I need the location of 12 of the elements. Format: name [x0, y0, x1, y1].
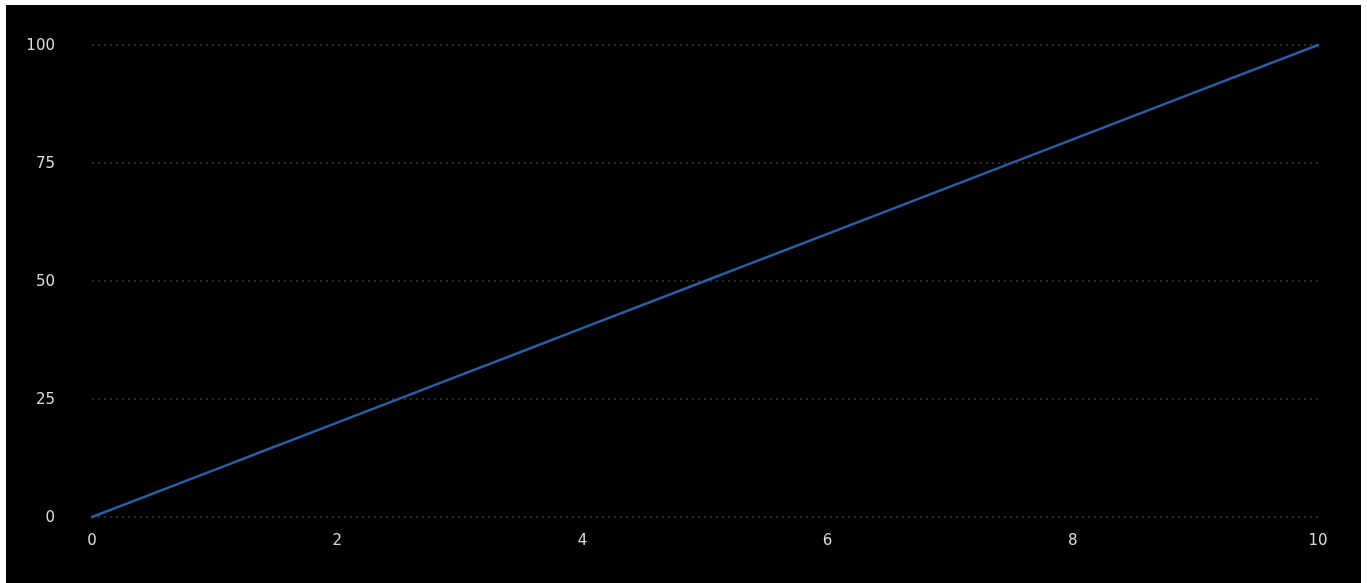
y-tick-label: 0: [45, 508, 55, 527]
x-tick-label: 2: [332, 531, 342, 549]
y-tick-label: 75: [35, 154, 55, 173]
y-tick-label: 100: [26, 36, 55, 55]
x-tick-label: 8: [1068, 531, 1078, 549]
line-series: [90, 43, 1320, 519]
x-tick-label: 0: [87, 531, 97, 549]
y-tick-label: 50: [35, 272, 55, 291]
x-tick-label: 4: [577, 531, 588, 549]
x-tick-label: 10: [1308, 531, 1328, 549]
y-tick-label: 25: [35, 390, 55, 409]
x-tick-label: 6: [822, 531, 833, 549]
